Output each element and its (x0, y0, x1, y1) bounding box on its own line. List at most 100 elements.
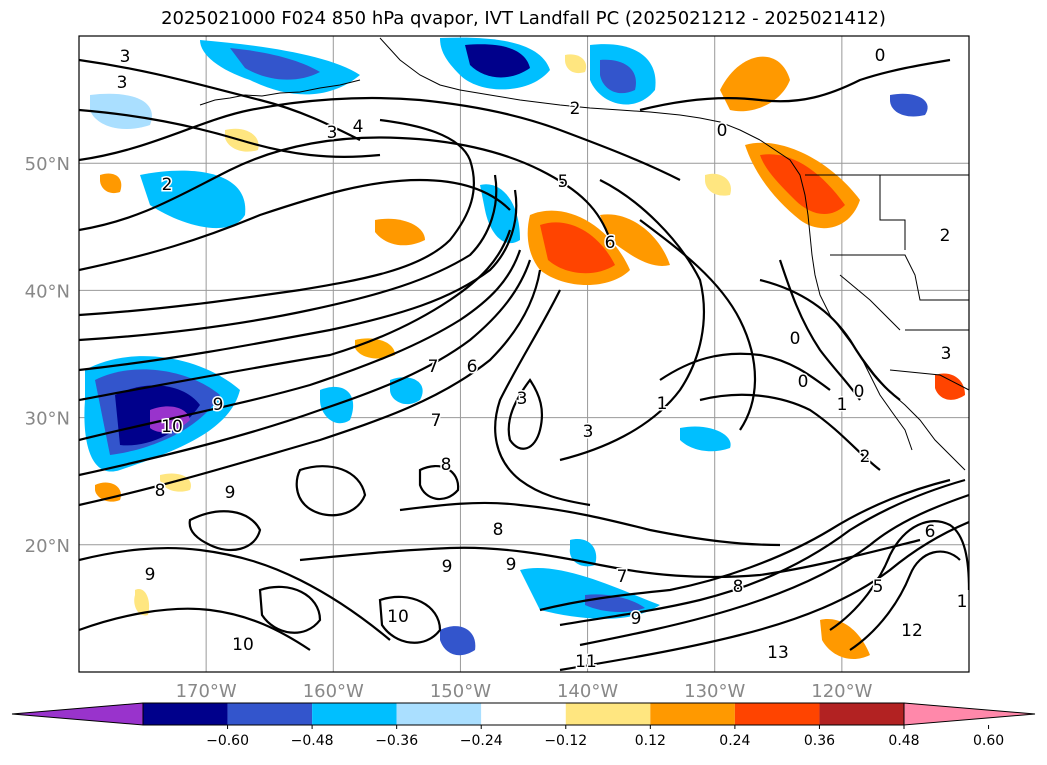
neg-blob-west-50n (90, 93, 152, 130)
contour-label-0: 3 (120, 47, 131, 67)
lat-label-1: 30°N (25, 409, 70, 430)
north-america-coast (759, 139, 966, 471)
us-state-line-4 (839, 274, 901, 331)
colorbar-extend-high (903, 702, 1036, 726)
contour-label-11: 7 (428, 357, 439, 377)
contour-label-30: 0 (854, 382, 865, 402)
coastlines (199, 37, 969, 471)
colorbar-tick-label-4: −0.12 (544, 733, 587, 749)
contour-label-35: 7 (617, 567, 628, 587)
contour-label-39: 7 (431, 411, 442, 431)
contour-v (579, 493, 969, 647)
latitude-labels: 20°N 30°N 40°N 50°N (25, 154, 70, 557)
neg-blob-54n-115w (890, 93, 928, 117)
contour-label-34: 2 (940, 226, 951, 246)
contour-label-27: 2 (860, 447, 871, 467)
ivt-contours (79, 58, 969, 672)
contour-i (79, 136, 612, 241)
neg-blob-gulf-core (465, 44, 530, 78)
contour-j (79, 178, 511, 272)
neg-blob-alaska-core (600, 59, 636, 94)
colorbar-tick-label-1: −0.48 (291, 733, 334, 749)
colorbar-tick-label-0: −0.60 (206, 733, 249, 749)
contour-ab (778, 259, 861, 401)
colorbar-tick-label-7: 0.36 (804, 733, 835, 749)
colorbar-outline (142, 702, 905, 726)
contour-c (79, 189, 518, 372)
map-frame (78, 35, 970, 673)
contour-k (79, 58, 361, 141)
contour-label-17: 9 (442, 557, 453, 577)
contour-label-21: 11 (575, 652, 597, 672)
aleutian-islands (199, 79, 361, 106)
colorbar-segment-6 (565, 703, 651, 725)
contour-label-24: 6 (925, 522, 936, 542)
contour-h (79, 96, 681, 181)
colorbar-segment-8 (734, 703, 820, 725)
contour-r (399, 501, 781, 547)
contour-label-38: 9 (225, 483, 236, 503)
contour-u (559, 478, 966, 627)
us-state-line-2 (830, 254, 969, 301)
baja-california (859, 354, 913, 451)
colorbar-tick-label-5: 0.12 (635, 733, 666, 749)
contour-ah (418, 465, 460, 501)
contour-ae (79, 607, 311, 651)
contour-label-25: 5 (873, 577, 884, 597)
neg-blob-aleutian-core (230, 48, 320, 80)
lon-label-4: 130°W (684, 681, 745, 702)
plot-title: 2025021000 F024 850 hPa qvapor, IVT Land… (161, 8, 886, 29)
contour-label-13: 3 (517, 389, 528, 409)
contour-z (699, 393, 881, 471)
pos-blob-49n-125w (705, 173, 731, 196)
colorbar-segment-4 (396, 703, 482, 725)
colorbar-extend-low (11, 702, 144, 726)
contour-label-3: 4 (353, 117, 364, 137)
contour-aj (378, 595, 442, 644)
contour-label-41: 2 (570, 99, 581, 119)
contour-g (79, 269, 542, 507)
contour-label-19: 10 (387, 607, 409, 627)
colorbar-segment-7 (650, 703, 735, 725)
contour-label-16: 8 (493, 520, 504, 540)
colorbar-segment-1 (143, 703, 228, 725)
lon-label-1: 160°W (303, 681, 364, 702)
contour-q (507, 378, 544, 450)
contour-label-20: 10 (232, 635, 254, 655)
colorbar-tick-label-2: −0.36 (375, 733, 418, 749)
pos-blob-57n-145w (565, 54, 587, 74)
colorbar: −0.60 −0.48 −0.36 −0.24 −0.12 0.12 0.24 0.36 0.4… (11, 702, 1036, 749)
lon-label-2: 150°W (430, 681, 491, 702)
contour-label-33: 0 (875, 46, 886, 66)
contour-ai (258, 585, 322, 634)
contour-label-10: 9 (145, 565, 156, 585)
contour-label-1: 3 (117, 73, 128, 93)
neg-blob-28n-135w (680, 426, 731, 452)
contour-label-26: 1 (957, 592, 968, 612)
mexico-border (889, 369, 969, 391)
neg-blob-12n-150w (440, 626, 476, 656)
neg-blob-48n-145w (480, 184, 520, 244)
contour-f (79, 259, 532, 477)
colorbar-segment-3 (312, 703, 397, 725)
contour-b (79, 174, 498, 342)
contour-af (188, 510, 262, 552)
contour-label-9: 8 (155, 481, 166, 501)
contour-t (539, 478, 951, 612)
contour-label-23: 12 (901, 621, 923, 641)
contour-label-36: 9 (631, 609, 642, 629)
colorbar-tick-label-6: 0.24 (719, 733, 750, 749)
contour-ag (295, 465, 367, 517)
contour-p (494, 289, 591, 507)
contour-label-15: 8 (441, 455, 452, 475)
contour-e (79, 249, 522, 442)
colorbar-tick-label-8: 0.48 (888, 733, 919, 749)
alaska-coast (379, 37, 761, 141)
pos-blob-45n-140w-core (540, 222, 615, 274)
contour-label-29: 0 (798, 372, 809, 392)
pos-blob-49n-170w (100, 173, 122, 194)
contour-label-12: 6 (467, 357, 478, 377)
contour-a (79, 118, 475, 317)
